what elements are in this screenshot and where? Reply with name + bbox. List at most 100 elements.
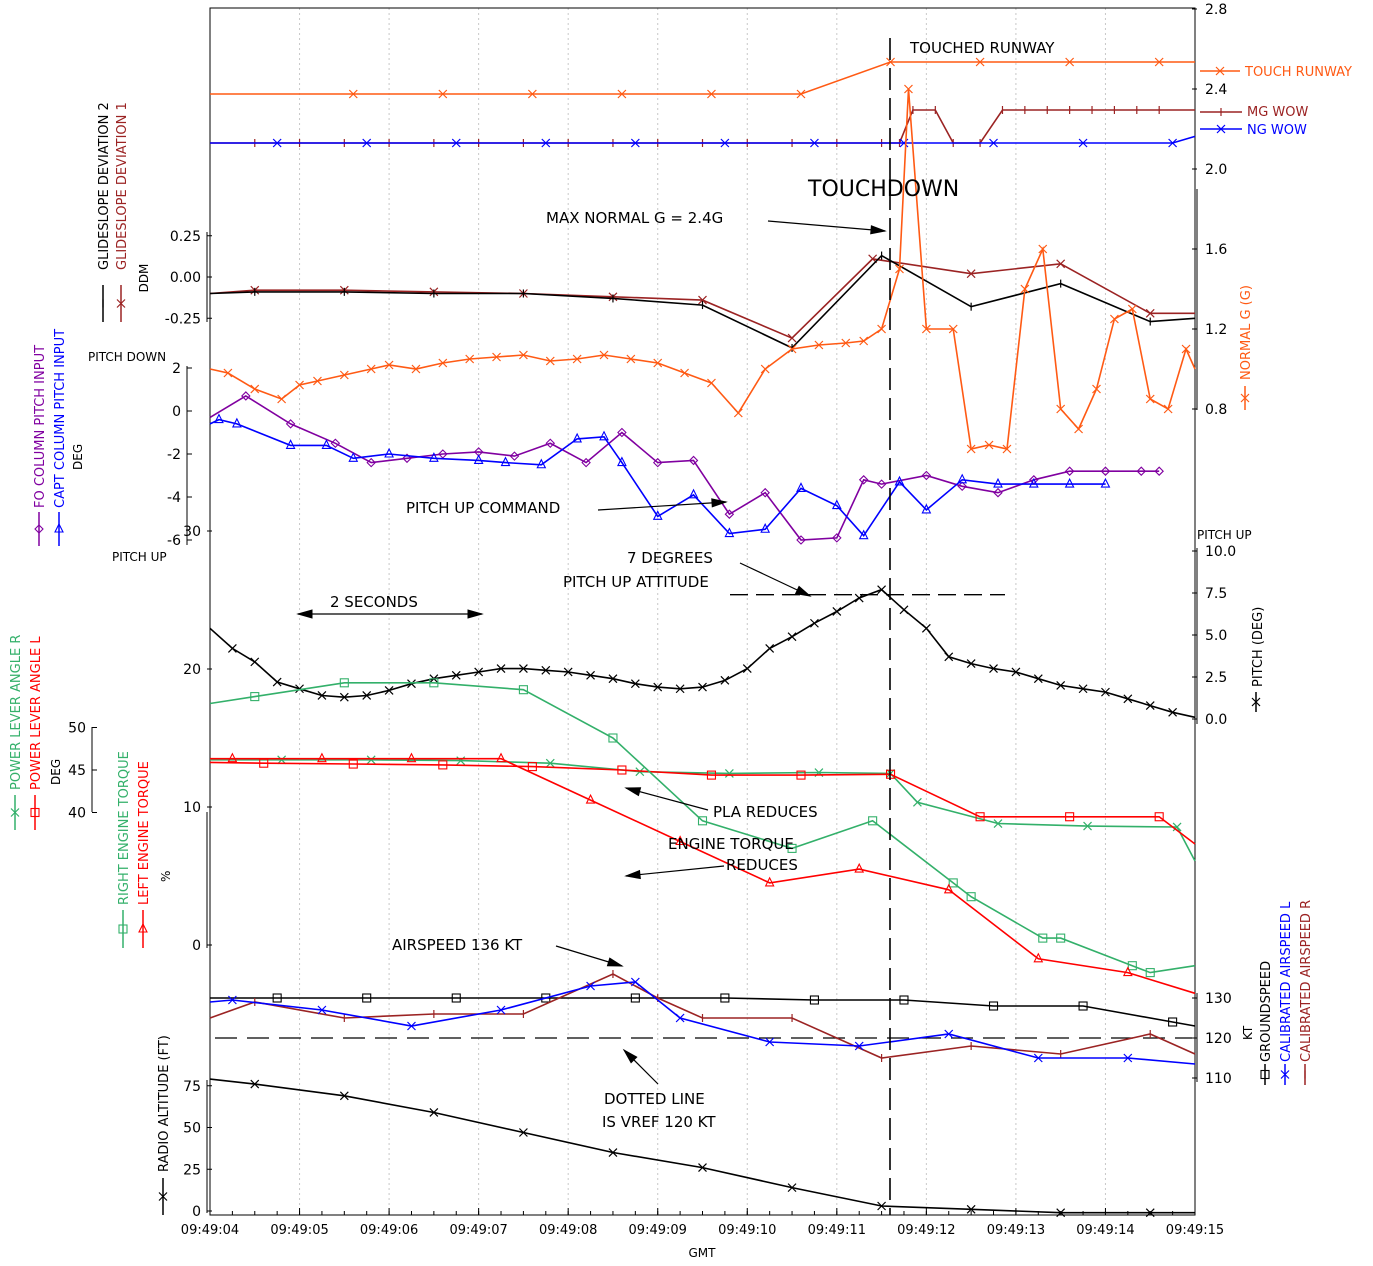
time-tick-label: 09:49:05 [270,1223,328,1238]
marker-x [1145,1208,1155,1218]
marker-x [1033,674,1043,684]
airspeed-axis-tick-label: 130 [1205,991,1232,1007]
marker-square [1145,968,1155,978]
marker-x [492,352,501,362]
marker-x [438,89,448,99]
two-seconds-arrow-left [296,609,395,619]
series-layer [10,38,1306,1218]
marker-square [348,759,358,769]
marker-x [545,356,555,366]
marker-triangle [724,527,735,538]
marker-x [527,89,537,99]
airspeed-axis-tick-label: 110 [1205,1071,1232,1087]
capt-column-series [209,413,1111,540]
legend-ng-wow: NG WOW [1247,123,1307,138]
marker-x [1020,284,1030,294]
marker-x [10,808,20,817]
marker-x [912,797,922,807]
marker-triangle [1028,477,1039,488]
pla-r-series-line [210,759,1196,862]
marker-square [518,685,528,695]
marker-diamond [724,509,735,519]
marker-x [586,981,595,991]
marker-x [1038,244,1048,254]
radio-altitude-axis-label: RADIO ALTITUDE (FT) [157,1035,172,1172]
marker-triangle [317,752,327,763]
marker-triangle [227,752,238,763]
marker-triangle [428,452,439,462]
marker-x [630,977,640,987]
marker-triangle [54,522,64,533]
marker-diamond [858,475,869,485]
time-tick-label: 09:49:15 [1166,1223,1224,1238]
marker-x [366,755,376,765]
pla-arrow [624,787,709,811]
pla-axis-tick-label: 45 [68,763,86,779]
marker-triangle [496,752,506,763]
marker-triangle [854,862,865,873]
marker-x [411,364,421,374]
marker-x [966,269,976,279]
touch-runway-glyph [1200,66,1240,76]
marker-x [1056,404,1066,414]
marker-triangle [1064,477,1075,488]
vref-arrow [622,1048,659,1085]
pitch-axis-tick-label: 2.5 [1205,670,1227,686]
marker-x [796,89,806,99]
marker-square [899,995,909,1005]
ddm-axis-tick-label: 0.25 [170,229,201,245]
marker-x [877,1201,887,1211]
marker-x [944,1029,954,1039]
capt-column-legend: CAPT COLUMN PITCH INPUT [53,329,68,508]
marker-square [527,762,537,772]
marker-triangle [957,473,968,484]
marker-x [451,670,461,680]
marker-triangle [894,475,905,486]
marker-diamond [1154,466,1164,476]
right-torque-series [209,678,1196,978]
marker-x [1145,308,1155,318]
seven-degrees-label: 7 DEGREES [627,549,713,567]
cas-l-series [209,977,1196,1065]
marker-triangle [760,523,771,533]
marker-x [1101,687,1110,697]
marker-x [841,338,851,348]
marker-x [742,664,752,674]
marker-triangle [536,458,547,469]
marker-x [787,333,797,343]
marker-x [1251,697,1261,707]
time-tick-label: 09:49:14 [1076,1223,1134,1238]
marker-square [1065,812,1075,822]
fo-column-series-line [209,394,1160,541]
pitch-input-axis-tick-label: 0 [172,404,181,420]
pla-l-series-line [209,761,1196,845]
marker-square [697,816,708,826]
marker-x [1074,424,1084,434]
marker-x [250,1079,260,1089]
marker-x [407,1021,416,1031]
torque-arrow-head [624,869,641,880]
marker-square [1056,933,1066,943]
marker-x [720,138,730,148]
marker-x [854,1041,864,1051]
time-gridlines [209,8,1196,1215]
radio-alt-glyph [158,1178,168,1215]
marker-diamond [509,451,520,461]
time-tick-label: 09:49:04 [181,1223,239,1238]
marker-x [1127,304,1137,314]
marker-square [1168,1017,1178,1027]
marker-x [886,57,895,67]
marker-x [948,324,958,334]
marker-square [608,733,618,743]
marker-x [966,1204,976,1214]
marker-x [429,1108,439,1117]
time-tick-label: 09:49:09 [629,1223,687,1238]
ng-wow-glyph [1200,124,1242,134]
pitch-input-axis-tick-label: -2 [167,447,181,463]
marker-x [438,358,448,368]
marker-x [653,682,663,692]
marker-square [706,770,717,780]
pla-reduces-label: PLA REDUCES [713,803,818,821]
time-tick-label: 09:49:11 [808,1223,866,1238]
